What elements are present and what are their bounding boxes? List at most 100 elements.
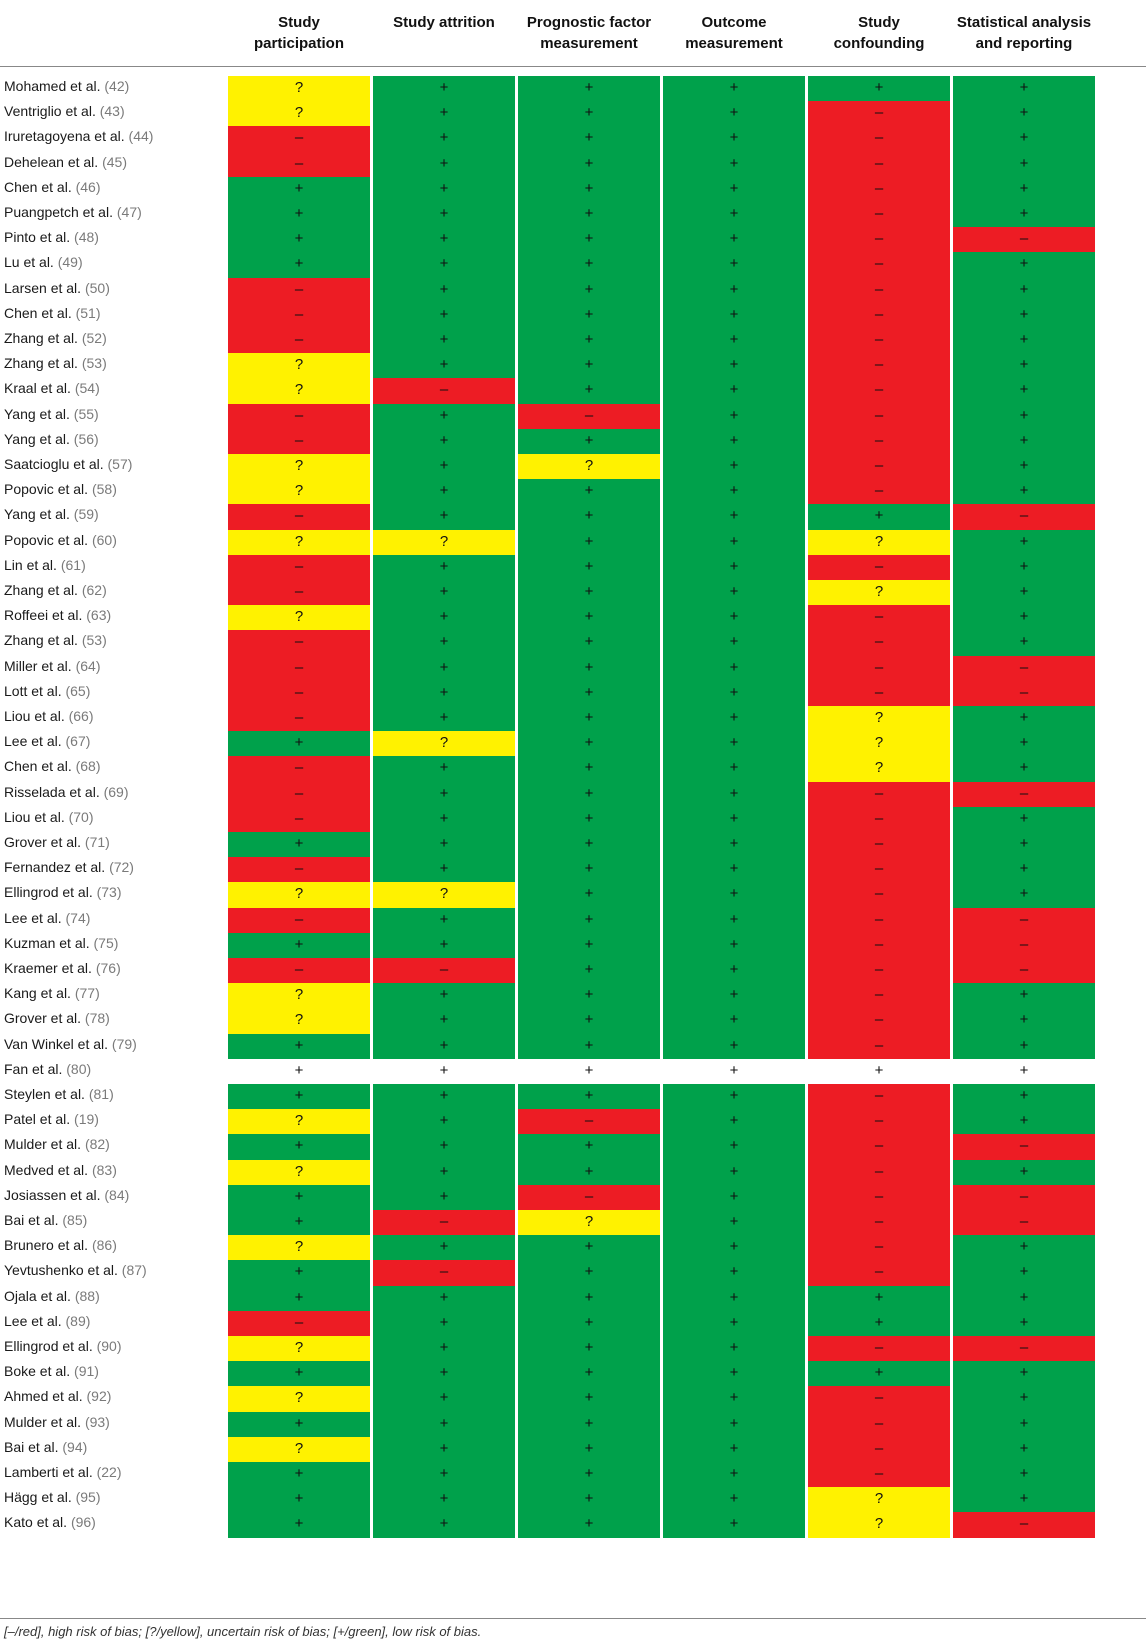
bias-cell (663, 1310, 805, 1336)
study-name: Yang et al. (4, 405, 70, 422)
bias-cell (228, 1436, 370, 1462)
study-name: Liou et al. (4, 808, 65, 825)
bias-cell (518, 680, 660, 706)
bias-symbol: – (874, 557, 884, 575)
bias-symbol: + (729, 305, 739, 323)
bias-cell (228, 428, 370, 454)
study-reference: (59) (73, 506, 99, 523)
bias-symbol: – (874, 356, 884, 374)
bias-cell (373, 882, 515, 908)
bias-cell (953, 176, 1095, 202)
bias-cell (228, 277, 370, 303)
bias-symbol: + (1019, 280, 1029, 298)
bias-cell (808, 907, 950, 933)
study-label: Ellingrod et al. (73) (4, 879, 122, 905)
study-label: Ojala et al. (88) (4, 1283, 100, 1309)
bias-symbol: – (874, 784, 884, 802)
study-label: Fernandez et al. (72) (4, 854, 134, 880)
bias-cell (953, 983, 1095, 1009)
bias-symbol: + (1019, 986, 1029, 1004)
study-name: Brunero et al. (4, 1237, 89, 1254)
bias-cell (518, 1285, 660, 1311)
study-name: Bai et al. (4, 1212, 59, 1228)
bias-cell (228, 302, 370, 328)
bias-cell (518, 731, 660, 757)
bias-symbol: + (584, 255, 594, 273)
bias-cell (663, 1033, 805, 1059)
study-label: Steylen et al. (81) (4, 1081, 114, 1107)
bias-symbol: – (874, 1389, 884, 1407)
bias-symbol: + (729, 935, 739, 953)
bias-cell (953, 605, 1095, 631)
bias-symbol: + (1019, 1036, 1029, 1054)
bias-cell (808, 529, 950, 555)
bias-symbol: + (729, 431, 739, 449)
bias-symbol: – (1019, 1137, 1029, 1155)
bias-cell (808, 454, 950, 480)
bias-cell (373, 781, 515, 807)
bias-symbol: + (584, 759, 594, 777)
bias-cell (663, 1462, 805, 1488)
bias-cell (228, 126, 370, 152)
bias-symbol: – (874, 885, 884, 903)
bias-symbol: + (729, 1515, 739, 1533)
bias-cell (953, 428, 1095, 454)
bias-symbol: ? (294, 532, 304, 550)
bias-symbol: + (729, 406, 739, 424)
bias-symbol: + (729, 683, 739, 701)
bias-symbol: – (874, 331, 884, 348)
study-reference: (88) (74, 1287, 100, 1304)
bias-cell (228, 1210, 370, 1236)
study-name: Lamberti et al. (4, 1464, 93, 1480)
study-label: Saatcioglu et al. (57) (4, 451, 132, 477)
bias-symbol: + (584, 1162, 594, 1180)
bias-cell (228, 353, 370, 379)
study-reference: (61) (60, 556, 86, 573)
bias-symbol: – (1019, 784, 1029, 802)
bias-symbol: – (874, 1263, 884, 1281)
bias-symbol: + (439, 507, 449, 525)
bias-cell (373, 983, 515, 1009)
study-reference: (43) (99, 103, 125, 120)
bias-cell (953, 554, 1095, 580)
bias-cell (518, 227, 660, 253)
bias-symbol: – (1019, 230, 1029, 248)
bias-symbol: + (294, 255, 304, 273)
bias-cell (953, 1084, 1095, 1110)
study-name: Zhang et al. (4, 330, 78, 346)
bias-cell (228, 403, 370, 429)
study-name: Grover et al. (4, 834, 82, 850)
bias-symbol: + (584, 1061, 594, 1079)
bias-cell (518, 277, 660, 303)
bias-symbol: – (294, 633, 304, 651)
bias-symbol: + (1019, 79, 1029, 96)
bias-symbol: + (1019, 583, 1029, 600)
study-name: Fan et al. (4, 1060, 63, 1077)
bias-symbol: + (1019, 885, 1029, 903)
bias-cell (953, 1033, 1095, 1059)
bias-symbol: + (729, 129, 739, 147)
bias-cell (808, 1134, 950, 1160)
bias-symbol: ? (294, 608, 304, 626)
bias-cell (228, 529, 370, 555)
bias-cell (373, 1210, 515, 1236)
bias-symbol: – (294, 759, 304, 777)
bias-cell (373, 630, 515, 656)
study-reference: (22) (96, 1464, 122, 1480)
bias-symbol: + (584, 557, 594, 575)
study-name: Ojala et al. (4, 1287, 71, 1304)
bias-symbol: + (729, 356, 739, 374)
study-reference: (87) (121, 1262, 147, 1279)
bias-symbol: + (1019, 104, 1029, 122)
study-label: Lee et al. (67) (4, 728, 90, 754)
bias-symbol: + (584, 1137, 594, 1155)
bias-cell (663, 806, 805, 832)
bias-cell (808, 277, 950, 303)
bias-cell (953, 378, 1095, 404)
bias-symbol: + (439, 1313, 449, 1331)
bias-cell (808, 126, 950, 152)
bias-cell (663, 227, 805, 253)
bias-cell (663, 781, 805, 807)
bias-symbol: – (294, 431, 304, 449)
bias-cell (228, 1159, 370, 1185)
